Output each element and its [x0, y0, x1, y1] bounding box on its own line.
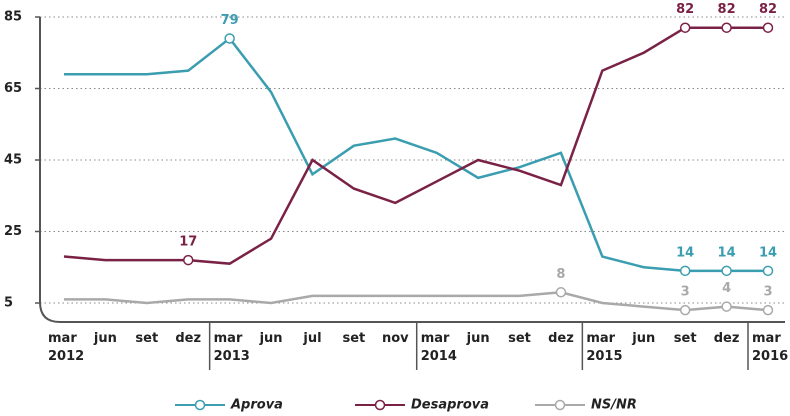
x-tick-label: set: [508, 331, 531, 346]
data-label: 14: [676, 245, 694, 260]
data-label: 3: [681, 285, 690, 300]
axis: [39, 17, 785, 323]
legend-label: Aprova: [230, 398, 283, 413]
point: [721, 301, 732, 312]
x-tick-label: mar 2014: [420, 331, 457, 364]
x-tick-label: mar 2016: [752, 331, 789, 364]
x-tick-label: nov: [381, 331, 409, 346]
x-tick-label: set: [673, 331, 697, 346]
x-tick-label: dez: [175, 331, 202, 346]
data-label: 17: [179, 235, 197, 250]
data-label: 14: [718, 245, 736, 260]
series-line: [64, 36, 768, 273]
point: [721, 265, 732, 277]
x-tick-label: jul: [303, 331, 322, 346]
x-tick-label: jun: [632, 331, 656, 346]
data-label: 4: [722, 281, 731, 296]
series-line: [64, 291, 769, 312]
data-label: 3: [763, 285, 772, 300]
x-tick-label: mar 2015: [586, 331, 623, 364]
data-label: 8: [556, 267, 565, 282]
x-tick-label: jun: [93, 331, 117, 346]
point: [721, 22, 732, 33]
x-tick-label: mar 2013: [213, 331, 250, 364]
legend-label: Desaprova: [411, 398, 489, 413]
data-label: 82: [676, 2, 694, 17]
y-tick-label: 5: [4, 296, 13, 311]
x-tick-label: set: [342, 331, 366, 346]
point: [762, 265, 774, 277]
legend-marker: [194, 399, 206, 411]
x-tick-label: dez: [548, 331, 574, 346]
point: [679, 304, 691, 316]
y-tick-label: 45: [4, 153, 22, 168]
x-tick-label: set: [135, 331, 159, 346]
point: [555, 287, 567, 298]
x-tick-label: dez: [713, 331, 740, 346]
point: [679, 265, 691, 277]
x-tick-label: jun: [259, 331, 283, 346]
legend-marker: [374, 399, 386, 411]
point: [762, 22, 774, 33]
point: [679, 22, 691, 33]
point: [762, 304, 774, 316]
x-tick-label: jun: [466, 331, 490, 346]
legend-marker: [554, 399, 566, 411]
point: [224, 33, 235, 44]
y-tick-label: 85: [4, 10, 22, 25]
data-label: 82: [759, 2, 777, 17]
series-line: [63, 26, 768, 265]
legend-label: NS/NR: [591, 398, 637, 413]
data-label: 14: [759, 245, 777, 260]
point: [182, 254, 194, 266]
data-label: 82: [718, 2, 736, 17]
y-tick-label: 25: [4, 224, 22, 239]
data-label: 79: [221, 13, 239, 28]
y-tick-label: 65: [4, 81, 22, 96]
x-tick-label: mar 2012: [48, 331, 85, 364]
